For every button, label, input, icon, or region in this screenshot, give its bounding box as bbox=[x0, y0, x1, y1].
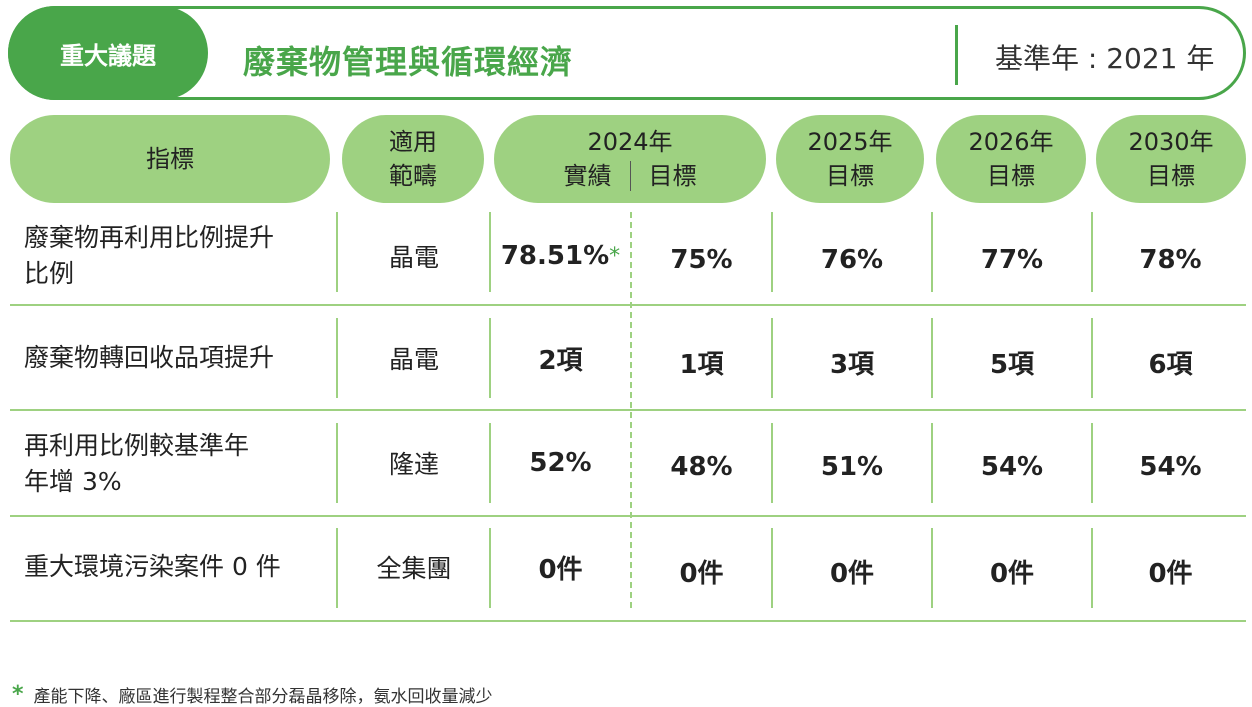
target-2024-cell: 48% bbox=[670, 452, 733, 482]
column-divider bbox=[771, 212, 773, 292]
base-year: 基準年 : 2021 年 bbox=[995, 42, 1215, 75]
scope-cell: 隆達 bbox=[388, 450, 439, 479]
column-divider bbox=[336, 528, 338, 608]
column-divider bbox=[489, 423, 491, 503]
col-header-2025-target: 目標 bbox=[826, 162, 874, 190]
col-header-indicator-label: 指標 bbox=[146, 145, 194, 173]
column-divider bbox=[771, 318, 773, 398]
row-divider bbox=[10, 409, 1246, 411]
target-2025-cell: 3項 bbox=[829, 349, 875, 380]
column-divider bbox=[489, 318, 491, 398]
actual-2024-cell: 2項 bbox=[538, 345, 583, 376]
actual-2024-cell: 78.51% * bbox=[491, 216, 630, 296]
actual-2024-cell: 52% bbox=[529, 448, 592, 478]
table-row-indicator: 再利用比例較基準年 年增 3% bbox=[24, 424, 324, 504]
scope-cell: 晶電 bbox=[388, 243, 439, 272]
col-header-2025-year: 2025年 bbox=[807, 128, 893, 156]
target-2024-cell: 0件 bbox=[679, 558, 724, 589]
actual-2024-value: 78.51% bbox=[500, 241, 610, 271]
table-row-indicator: 廢棄物轉回收品項提升 bbox=[24, 318, 324, 398]
target-2030-cell: 78% bbox=[1139, 245, 1202, 275]
column-divider bbox=[771, 423, 773, 503]
footnote-text: 產能下降、廠區進行製程整合部分磊晶移除，氨水回收量減少 bbox=[33, 687, 493, 707]
indicator-line1: 再利用比例較基準年 bbox=[24, 431, 250, 460]
column-divider bbox=[1091, 212, 1093, 292]
col-header-2030: 2030年 目標 bbox=[1096, 115, 1246, 203]
target-2025-cell: 51% bbox=[820, 452, 884, 482]
col-header-2024-actual: 實績 bbox=[563, 162, 612, 190]
col-header-2030-target: 目標 bbox=[1147, 162, 1195, 190]
column-divider bbox=[336, 423, 338, 503]
indicator-line1: 廢棄物轉回收品項提升 bbox=[24, 343, 275, 372]
table-bottom-border bbox=[10, 620, 1246, 622]
col-header-2026-year: 2026年 bbox=[968, 128, 1054, 156]
column-divider bbox=[336, 318, 338, 398]
asterisk-icon: * bbox=[609, 243, 621, 269]
indicator-line2: 年增 3% bbox=[24, 467, 122, 496]
scope-cell: 全集團 bbox=[376, 554, 452, 583]
column-divider bbox=[1091, 318, 1093, 398]
target-2026-cell: 77% bbox=[980, 245, 1044, 275]
col-header-2030-year: 2030年 bbox=[1128, 128, 1214, 156]
col-header-2025: 2025年 目標 bbox=[776, 115, 924, 203]
col-header-2024-target: 目標 bbox=[648, 162, 697, 190]
target-2030-cell: 54% bbox=[1139, 452, 1202, 482]
col-header-indicator: 指標 bbox=[10, 115, 330, 203]
row-divider bbox=[10, 515, 1246, 517]
actual-2024-cell: 0件 bbox=[538, 554, 583, 585]
table-row-indicator: 重大環境污染案件 0 件 bbox=[24, 527, 334, 607]
column-divider bbox=[336, 212, 338, 292]
target-2026-cell: 54% bbox=[980, 452, 1044, 482]
col-header-2026: 2026年 目標 bbox=[936, 115, 1086, 203]
column-divider bbox=[1091, 423, 1093, 503]
footnote: * 產能下降、廠區進行製程整合部分磊晶移除，氨水回收量減少 bbox=[12, 682, 493, 707]
col-header-2024: 2024年 實績 目標 bbox=[494, 115, 766, 203]
col-header-scope-line2: 範疇 bbox=[389, 162, 437, 190]
column-divider bbox=[489, 212, 491, 292]
indicator-line2: 比例 bbox=[24, 259, 75, 288]
target-2025-cell: 0件 bbox=[829, 558, 875, 589]
topic-title: 廢棄物管理與循環經濟 bbox=[243, 43, 574, 81]
col-header-scope-line1: 適用 bbox=[389, 128, 437, 156]
target-2025-cell: 76% bbox=[820, 245, 884, 275]
table-row-indicator: 廢棄物再利用比例提升 比例 bbox=[24, 216, 324, 296]
row-divider bbox=[10, 304, 1246, 306]
col-header-2024-separator bbox=[629, 161, 631, 191]
col-header-2026-target: 目標 bbox=[987, 162, 1035, 190]
column-divider bbox=[771, 528, 773, 608]
asterisk-icon: * bbox=[12, 682, 24, 707]
target-2024-cell: 75% bbox=[670, 245, 733, 275]
header-divider bbox=[955, 25, 958, 85]
topic-badge: 重大議題 bbox=[8, 6, 208, 100]
scope-cell: 晶電 bbox=[388, 345, 439, 374]
target-2026-cell: 5項 bbox=[989, 349, 1035, 380]
column-divider bbox=[931, 528, 933, 608]
indicator-line1: 重大環境污染案件 0 件 bbox=[24, 552, 281, 581]
column-divider bbox=[931, 423, 933, 503]
target-2030-cell: 0件 bbox=[1148, 558, 1193, 589]
col-header-scope: 適用 範疇 bbox=[342, 115, 484, 203]
column-divider bbox=[489, 528, 491, 608]
column-divider bbox=[1091, 528, 1093, 608]
column-divider bbox=[931, 212, 933, 292]
col-header-2024-year: 2024年 bbox=[587, 128, 673, 156]
indicator-line1: 廢棄物再利用比例提升 bbox=[24, 223, 275, 252]
column-divider bbox=[931, 318, 933, 398]
target-2024-cell: 1項 bbox=[679, 349, 724, 380]
actual-target-dashed-divider bbox=[630, 212, 632, 608]
topic-header: 重大議題 廢棄物管理與循環經濟 基準年 : 2021 年 bbox=[8, 6, 1246, 100]
target-2030-cell: 6項 bbox=[1148, 349, 1193, 380]
target-2026-cell: 0件 bbox=[989, 558, 1035, 589]
